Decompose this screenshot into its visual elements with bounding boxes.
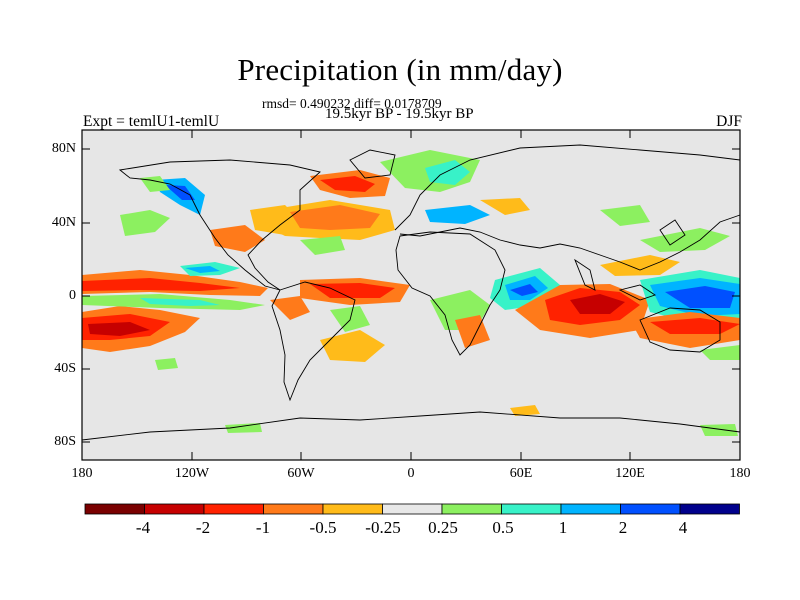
- colorbar-label: 1: [558, 518, 568, 537]
- colorbar-label: -2: [195, 518, 211, 537]
- coastline-eurasia: [394, 144, 741, 271]
- colorbar-swatch: [441, 503, 502, 515]
- x-tick-label: 60W: [287, 466, 315, 481]
- colorbar-label: -4: [135, 518, 151, 537]
- coastline-antarctica: [81, 411, 741, 441]
- colorbar-label: 0.5: [492, 518, 514, 537]
- y-axis-ticks: [82, 148, 740, 443]
- x-tick-label: 120E: [615, 466, 645, 481]
- coastlines: [81, 144, 741, 441]
- period-subtitle: 19.5kyr BP - 19.5kyr BP: [325, 106, 474, 122]
- colorbar-swatch: [84, 503, 145, 515]
- season-label: DJF: [716, 113, 742, 130]
- colorbar-swatch: [501, 503, 562, 515]
- precipitation-anomaly-fields: [82, 150, 740, 436]
- map-title: Precipitation (in mm/day): [237, 52, 563, 87]
- rmsd-diff-subtitle: rmsd= 0.490232 diff= 0.0178709: [262, 96, 442, 111]
- colorbar-swatch: [560, 503, 621, 515]
- coastline-north-america: [118, 159, 321, 291]
- colorbar-label: 0.25: [428, 518, 458, 537]
- x-axis-ticks: [81, 130, 741, 460]
- colorbar-swatch: [144, 503, 205, 515]
- x-tick-label: 60E: [509, 466, 533, 481]
- y-tick-label: 0: [69, 288, 76, 303]
- colorbar-swatch: [620, 503, 681, 515]
- experiment-label: Expt = temlU1-temlU: [83, 113, 220, 130]
- x-tick-label: 120W: [174, 466, 210, 481]
- x-tick-label: 180: [729, 466, 751, 481]
- coastline-south-america: [271, 281, 356, 402]
- colorbar-swatch: [203, 503, 264, 515]
- colorbar-swatch: [382, 503, 443, 515]
- colorbar: [84, 503, 740, 515]
- colorbar-swatch: [322, 503, 383, 515]
- colorbar-swatch: [263, 503, 324, 515]
- y-tick-label: 40S: [54, 361, 76, 376]
- y-tick-label: 40N: [51, 215, 76, 230]
- colorbar-label: -1: [255, 518, 271, 537]
- colorbar-label: -0.25: [365, 518, 401, 537]
- colorbar-label: 4: [678, 518, 688, 537]
- colorbar-swatch: [679, 503, 740, 515]
- x-tick-label: 180: [71, 466, 93, 481]
- coastline-africa: [395, 231, 506, 356]
- y-tick-label: 80S: [54, 434, 76, 449]
- y-tick-label: 80N: [51, 141, 76, 156]
- x-tick-label: 0: [407, 466, 415, 481]
- colorbar-label: 2: [618, 518, 628, 537]
- colorbar-label: -0.5: [309, 518, 337, 537]
- coastline-australia: [639, 307, 721, 353]
